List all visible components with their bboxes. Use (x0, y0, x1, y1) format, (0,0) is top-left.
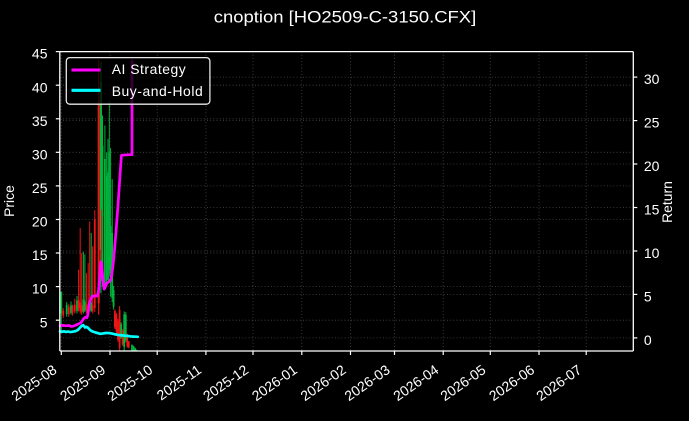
svg-text:25: 25 (32, 180, 48, 196)
svg-text:AI Strategy: AI Strategy (112, 61, 186, 77)
svg-text:Price: Price (1, 185, 17, 217)
svg-text:Return: Return (659, 181, 675, 223)
svg-text:10: 10 (32, 281, 48, 297)
svg-text:15: 15 (644, 202, 660, 218)
svg-text:Buy-and-Hold: Buy-and-Hold (112, 83, 203, 99)
svg-text:30: 30 (32, 146, 48, 162)
svg-text:20: 20 (644, 158, 660, 174)
svg-text:45: 45 (32, 46, 48, 62)
svg-text:30: 30 (644, 71, 660, 87)
svg-text:5: 5 (644, 289, 652, 305)
svg-text:25: 25 (644, 115, 660, 131)
svg-text:20: 20 (32, 214, 48, 230)
svg-text:5: 5 (40, 314, 48, 330)
svg-text:10: 10 (644, 245, 660, 261)
svg-text:35: 35 (32, 113, 48, 129)
svg-text:40: 40 (32, 79, 48, 95)
svg-text:15: 15 (32, 247, 48, 263)
svg-text:0: 0 (644, 332, 652, 348)
svg-text:cnoption [HO2509-C-3150.CFX]: cnoption [HO2509-C-3150.CFX] (214, 8, 477, 26)
